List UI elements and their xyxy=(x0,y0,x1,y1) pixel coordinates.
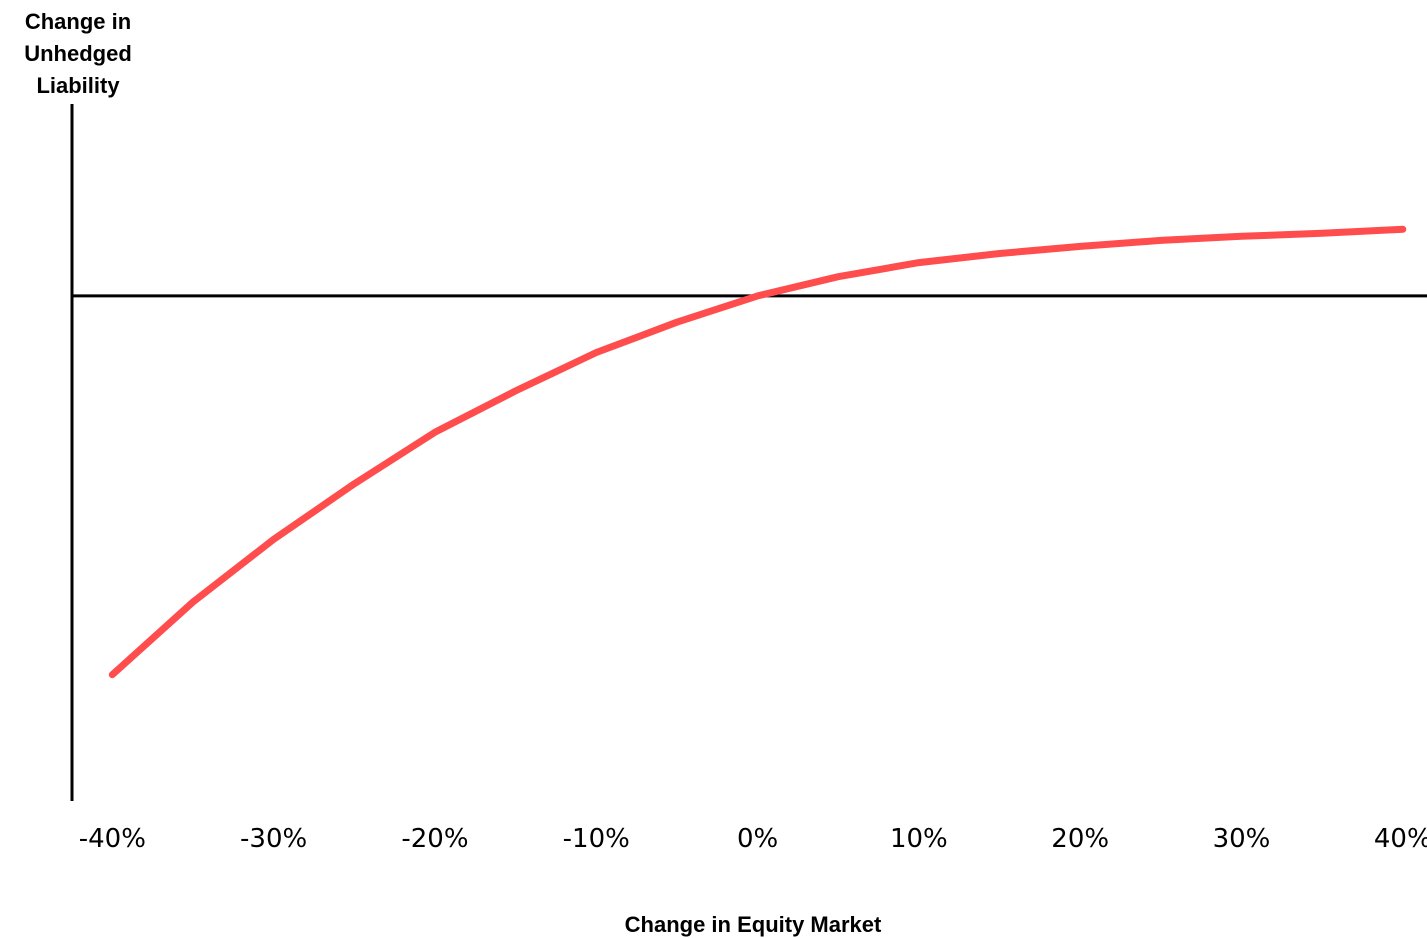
x-tick-label: 0% xyxy=(737,824,778,854)
x-tick-label: 30% xyxy=(1213,824,1271,854)
x-tick-label: -10% xyxy=(563,824,630,854)
series-layer xyxy=(108,225,1407,679)
y-axis-label: Change in Unhedged Liability xyxy=(6,6,150,102)
x-tick-label: 40% xyxy=(1374,824,1427,854)
x-tick-label: -40% xyxy=(79,824,146,854)
y-axis-label-line: Change in xyxy=(24,9,132,34)
x-axis-label: Change in Equity Market xyxy=(625,912,882,937)
x-tick-labels: -40% -30% -20% -10% 0% 10% 20% 30% 40% xyxy=(79,824,1427,854)
x-tick-label: 20% xyxy=(1051,824,1109,854)
y-axis-label-line: Unhedged xyxy=(24,41,132,66)
x-tick-label: -30% xyxy=(240,824,307,854)
x-tick-label: -20% xyxy=(401,824,468,854)
y-axis-label-line: Liability xyxy=(36,73,120,98)
x-tick-label: 10% xyxy=(890,824,948,854)
